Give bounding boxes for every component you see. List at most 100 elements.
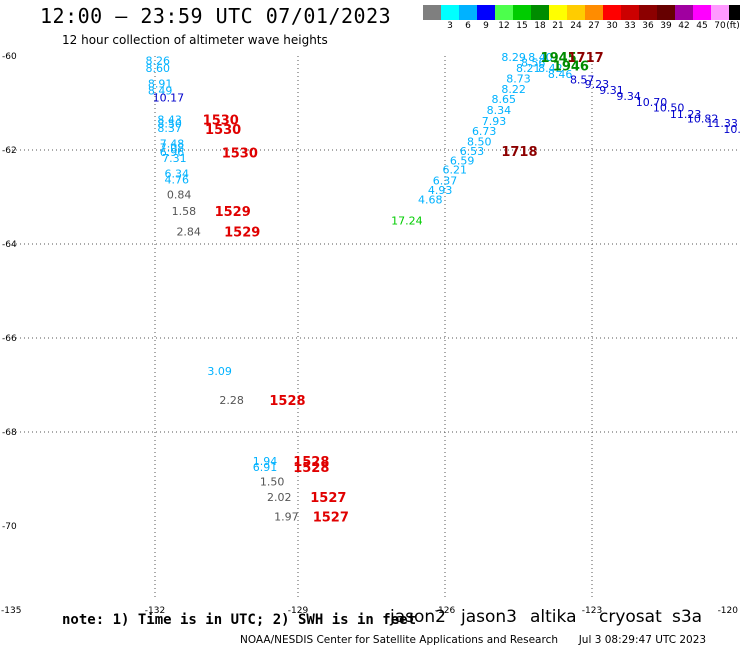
legend-label: 70 <box>714 21 726 31</box>
wave-height-label: 6.96 <box>160 146 185 159</box>
wave-height-label: 6.59 <box>450 154 475 167</box>
y-tick-label: -64 <box>2 240 17 250</box>
wave-height-label: 6.37 <box>433 175 458 188</box>
legend-label: 15 <box>516 21 528 31</box>
credit-line: NOAA/NESDIS Center for Satellite Applica… <box>240 634 706 646</box>
legend-label: 30 <box>606 21 618 31</box>
legend-swatch <box>657 5 675 20</box>
wave-height-label: 8.56 <box>521 57 546 70</box>
time-label: 1529 <box>215 205 251 220</box>
y-tick-label: -70 <box>2 522 17 532</box>
wave-height-label: 8.29 <box>501 51 525 64</box>
wave-height-label: 10.82 <box>687 113 719 126</box>
wave-height-label: 8.49 <box>148 84 173 97</box>
time-label: 1530 <box>222 146 258 161</box>
wave-height-label: 2.28 <box>219 394 244 407</box>
wave-height-label: 8.22 <box>501 83 525 96</box>
wave-height-label: 4.68 <box>418 193 443 206</box>
legend-swatch <box>459 5 477 20</box>
wave-height-label: 0.84 <box>167 189 192 202</box>
legend-label: 24 <box>570 21 582 31</box>
satellite-label-jason3: jason3 <box>461 607 517 627</box>
legend-swatch <box>477 5 495 20</box>
legend-label: 18 <box>534 21 546 31</box>
legend-swatch <box>585 5 603 20</box>
x-tick-label: -132 <box>145 606 165 616</box>
wave-height-label: 6.21 <box>443 164 468 177</box>
chart-title: 12:00 – 23:59 UTC 07/01/2023 <box>40 4 392 28</box>
credit-timestamp: Jul 3 08:29:47 UTC 2023 <box>578 634 707 646</box>
wave-height-label: 8.57 <box>570 74 595 87</box>
legend-swatch <box>441 5 459 20</box>
wave-height-label: 4.93 <box>428 184 453 197</box>
y-tick-label: -60 <box>2 52 17 62</box>
wave-height-label: 8.43 <box>157 113 182 126</box>
satellite-label-jason2: jason2 <box>390 607 446 627</box>
wave-height-label: 7.93 <box>482 115 507 128</box>
wave-height-label: 8.40 <box>528 51 553 64</box>
wave-height-label: 1.58 <box>172 205 197 218</box>
wave-height-label: 7.08 <box>160 142 185 155</box>
wave-height-label: 1.94 <box>253 455 278 468</box>
time-label: 1528 <box>269 394 305 409</box>
wave-height-label: 17.24 <box>391 215 423 228</box>
wave-height-label: 8.73 <box>506 73 531 86</box>
wave-height-label: 9.23 <box>585 78 610 91</box>
wave-height-label: 10.17 <box>153 91 185 104</box>
legend-label: 42 <box>678 21 690 31</box>
chart-subtitle: 12 hour collection of altimeter wave hei… <box>62 33 328 47</box>
wave-height-label: 6.91 <box>253 461 278 474</box>
wave-height-label: 8.42 <box>538 62 563 75</box>
wave-height-label: 8.34 <box>487 104 512 117</box>
time-label: 1527 <box>310 491 346 506</box>
wave-height-label: 7.31 <box>162 152 187 165</box>
wave-height-label: 2.84 <box>176 225 201 238</box>
wave-height-label: 8.65 <box>492 93 517 106</box>
legend-swatch <box>639 5 657 20</box>
legend-label: 3 <box>447 21 453 31</box>
legend-swatch <box>531 5 549 20</box>
wave-height-label: 8.37 <box>157 122 182 135</box>
wave-height-label: 8.46 <box>548 68 573 81</box>
wave-height-label: 11.33 <box>706 117 738 130</box>
legend-label: 21 <box>552 21 564 31</box>
units-note: note: 1) Time is in UTC; 2) SWH is in fe… <box>62 612 417 628</box>
y-tick-label: -68 <box>2 428 17 438</box>
x-tick-label: -129 <box>288 606 309 616</box>
legend-swatch <box>513 5 531 20</box>
time-label: 1530 <box>203 113 239 128</box>
wave-height-label: 8.21 <box>516 62 541 75</box>
y-tick-label: -66 <box>2 334 17 344</box>
legend-swatch <box>621 5 639 20</box>
time-label: 1530 <box>205 123 241 138</box>
wave-height-label: 2.02 <box>267 491 292 504</box>
time-label: 1528 <box>293 461 329 476</box>
wave-height-label: 8.26 <box>145 55 170 68</box>
wave-height-label: 10.76 <box>723 123 740 136</box>
wave-height-label: 9.31 <box>599 84 624 97</box>
satellite-label-s3a: s3a <box>672 607 703 627</box>
legend-swatch <box>603 5 621 20</box>
x-tick-label: -135 <box>1 606 21 616</box>
satellite-label-altika: altika <box>530 607 577 627</box>
wave-height-label: 10.50 <box>653 102 685 115</box>
x-tick-label: -123 <box>582 606 602 616</box>
wave-height-label: 10.70 <box>636 96 668 109</box>
legend-unit: (ft) <box>726 21 740 31</box>
legend-swatch <box>549 5 567 20</box>
wave-height-label: 6.73 <box>472 125 497 138</box>
legend-swatch <box>693 5 711 20</box>
legend-label: 12 <box>498 21 510 31</box>
wave-height-label: 8.50 <box>157 118 182 131</box>
legend-label: 27 <box>588 21 600 31</box>
credit-text: NOAA/NESDIS Center for Satellite Applica… <box>240 634 558 646</box>
wave-height-label: 6.53 <box>460 145 485 158</box>
wave-height-label: 4.76 <box>165 174 190 187</box>
wave-height-label: 8.50 <box>467 136 492 149</box>
satellite-label-cryosat: cryosat <box>599 607 662 627</box>
wave-height-label: 7.48 <box>160 137 185 150</box>
wave-height-label: 1.50 <box>260 475 285 488</box>
legend-label: 45 <box>696 21 708 31</box>
y-tick-label: -62 <box>2 146 17 156</box>
